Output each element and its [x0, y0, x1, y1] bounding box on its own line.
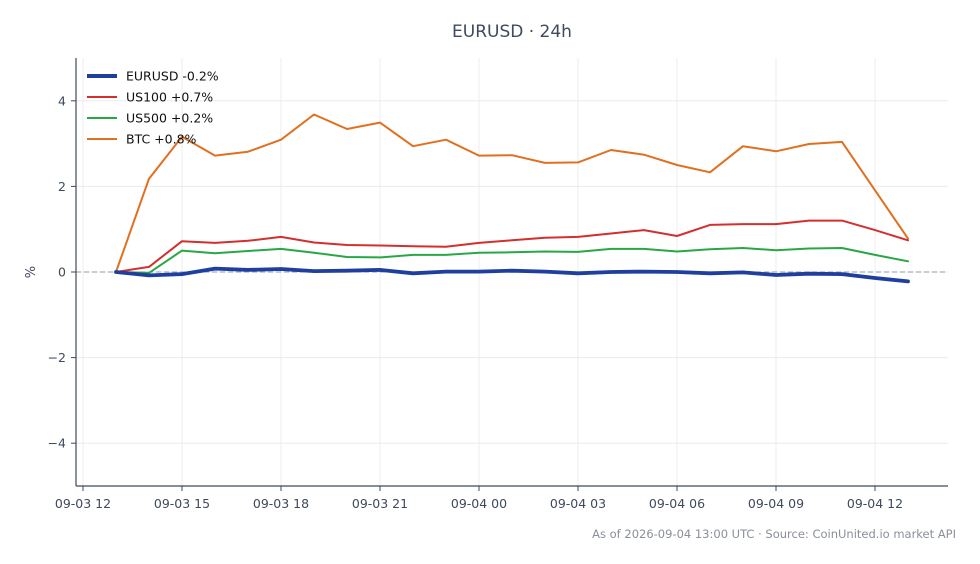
y-tick-label: −2	[48, 350, 66, 365]
legend: EURUSD -0.2% US100 +0.7% US500 +0.2% BTC +0…	[87, 69, 219, 147]
x-ticks: 09-03 12 09-03 15 09-03 18 09-03 21 09-04 00…	[55, 486, 903, 511]
x-tick-label: 09-04 06	[649, 496, 705, 511]
legend-label: BTC +0.8%	[126, 132, 197, 147]
y-ticks: 4 2 0 −2 −4	[48, 93, 76, 451]
legend-label: EURUSD -0.2%	[126, 69, 219, 84]
legend-label: US100 +0.7%	[126, 90, 213, 105]
series-line	[115, 113, 909, 273]
series-lines	[114, 113, 910, 284]
source-footer: As of 2026-09-04 13:00 UTC · Source: Coi…	[592, 527, 956, 541]
x-tick-label: 09-03 21	[352, 496, 408, 511]
legend-label: US500 +0.2%	[126, 111, 213, 126]
x-tick-label: 09-03 18	[253, 496, 309, 511]
x-tick-label: 09-04 00	[451, 496, 507, 511]
chart-title: EURUSD · 24h	[452, 22, 572, 42]
x-tick-label: 09-04 03	[550, 496, 606, 511]
x-tick-label: 09-03 12	[55, 496, 111, 511]
series-line	[114, 266, 910, 284]
series-line	[115, 247, 909, 274]
x-tick-label: 09-03 15	[154, 496, 210, 511]
y-tick-label: 4	[58, 93, 66, 108]
series-line	[115, 219, 909, 273]
y-tick-label: −4	[48, 436, 66, 451]
x-tick-label: 09-04 09	[748, 496, 804, 511]
y-tick-label: 0	[58, 265, 66, 280]
y-axis-label: %	[24, 266, 39, 278]
y-tick-label: 2	[58, 179, 66, 194]
x-tick-label: 09-04 12	[847, 496, 903, 511]
